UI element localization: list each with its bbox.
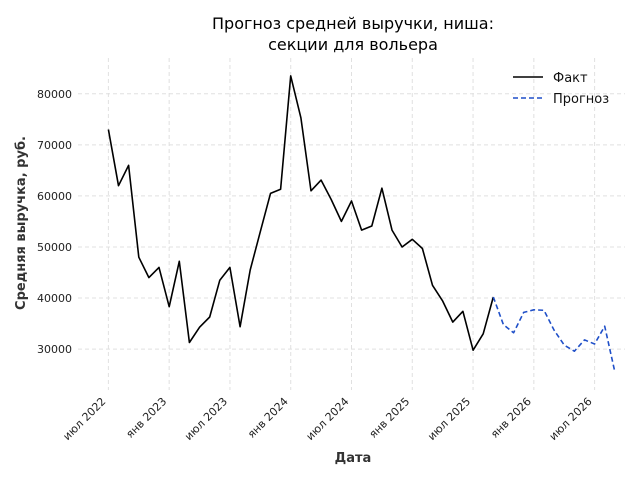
x-tick-label: янв 2024: [245, 395, 291, 441]
x-tick-label: янв 2025: [367, 395, 413, 441]
y-tick-label: 80000: [37, 88, 72, 101]
chart-title-line-2: секции для вольера: [268, 35, 438, 54]
x-tick-label: июл 2024: [304, 395, 352, 443]
x-tick-label: июл 2025: [425, 395, 473, 443]
x-tick-label: июл 2022: [60, 395, 108, 443]
y-tick-label: 60000: [37, 190, 72, 203]
y-axis-ticks: 30000 40000 50000 60000 70000 80000: [37, 88, 72, 356]
x-axis-label: Дата: [335, 451, 372, 466]
legend-label-fact: Факт: [553, 71, 588, 86]
x-tick-label: янв 2026: [488, 395, 534, 441]
chart-title-line-1: Прогноз средней выручки, ниша:: [212, 14, 494, 33]
grid: [78, 58, 625, 390]
series-line-fact: [107, 75, 495, 352]
y-tick-label: 50000: [37, 241, 72, 254]
y-tick-label: 30000: [37, 343, 72, 356]
legend: Факт Прогноз: [513, 71, 609, 107]
series-group: [107, 75, 616, 373]
y-tick-label: 70000: [37, 139, 72, 152]
x-tick-label: июл 2026: [547, 395, 595, 443]
x-axis-ticks: июл 2022 янв 2023 июл 2023 янв 2024 июл 2024…: [60, 395, 594, 443]
y-tick-label: 40000: [37, 292, 72, 305]
legend-label-forecast: Прогноз: [553, 92, 609, 107]
x-tick-label: июл 2023: [182, 395, 230, 443]
x-tick-label: янв 2023: [123, 395, 169, 441]
y-axis-label: Средняя выручка, руб.: [14, 136, 29, 310]
series-line-forecast: [492, 296, 616, 373]
